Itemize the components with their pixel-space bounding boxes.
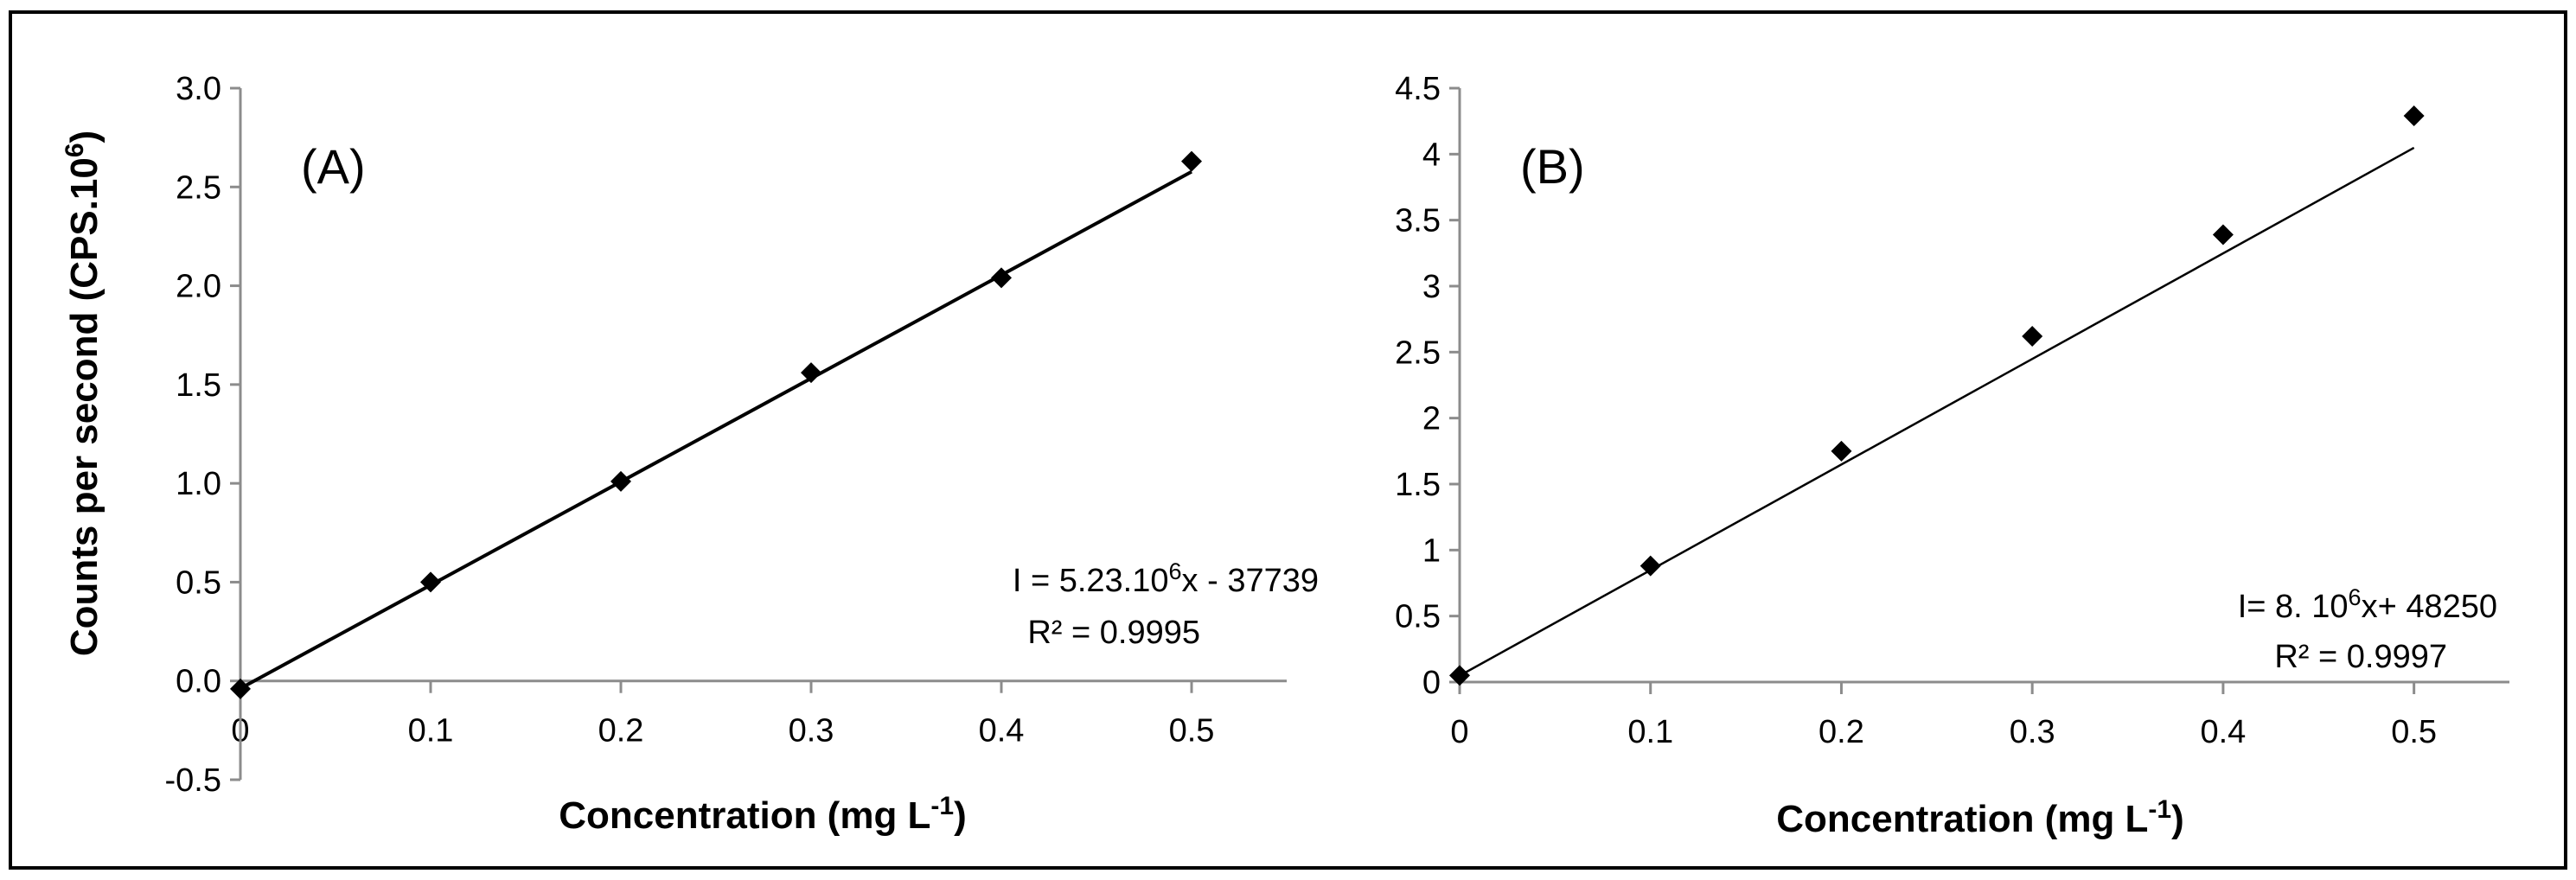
data-point [230, 678, 251, 699]
trendline-line [240, 169, 1192, 691]
y-tick-label: 2.0 [176, 269, 221, 305]
data-point [2212, 224, 2234, 246]
axes [239, 88, 1287, 780]
chart-panel-b: 0 0.5 1 1.5 2 2.5 3 3.5 4 4.5 0 0.1 0.2 0.3 0.4 0.5 (B… [1395, 71, 2509, 840]
y-tick-label: 1 [1422, 532, 1441, 569]
chart-panel-a: -0.50.00.51.01.52.02.53.0 00.10.20.30.40… [61, 71, 1319, 837]
x-tick-label: 0.4 [979, 713, 1025, 749]
y-tick-label: 0.5 [1395, 599, 1441, 635]
trendline-equation: I= 8. 106x+ 48250 [2238, 584, 2497, 625]
panel-label: (B) [1520, 139, 1585, 194]
y-tick-label: 0 [1422, 665, 1441, 701]
x-axis-title: Concentration (mg L-1) [559, 792, 967, 837]
y-tick-label: 0.0 [176, 664, 221, 700]
y-tick-label: 2 [1422, 401, 1441, 437]
y-tick-label: 4 [1422, 137, 1441, 173]
x-tick-labels: 0 0.1 0.2 0.3 0.4 0.5 [1450, 682, 2437, 750]
y-tick-label: 2.5 [176, 169, 221, 206]
y-tick-label: 1.5 [176, 367, 221, 404]
x-tick-label: 0.4 [2200, 714, 2246, 750]
axes [1458, 88, 2509, 684]
y-tick-labels: 0 0.5 1 1.5 2 2.5 3 3.5 4 4.5 [1395, 71, 1460, 701]
x-tick-label: 0 [1450, 714, 1468, 750]
trendline [1459, 146, 2415, 677]
x-tick-label: 0.3 [2010, 714, 2055, 750]
data-point [610, 470, 631, 492]
data-point [1181, 150, 1202, 172]
figure-border [9, 10, 2567, 870]
data-point [2022, 326, 2043, 348]
x-tick-label: 0.1 [1627, 714, 1673, 750]
y-axis-title: Counts per second (CPS.106) [61, 131, 105, 656]
trendline [240, 169, 1192, 691]
x-tick-label: 0.5 [2391, 714, 2437, 750]
data-point [801, 362, 821, 384]
data-point [1831, 440, 1852, 462]
data-points [1449, 105, 2425, 686]
x-tick-label: 0.1 [408, 713, 454, 749]
data-point [991, 267, 1012, 289]
data-point [420, 571, 441, 593]
trendline-line [1459, 146, 2415, 677]
y-tick-label: 3.0 [176, 71, 221, 107]
data-point [1449, 665, 1470, 686]
trendline-equation: I = 5.23.106x - 37739 [1013, 558, 1319, 599]
panel-label: (A) [301, 139, 366, 194]
x-tick-label: 0.2 [1819, 714, 1864, 750]
y-tick-label: 2.5 [1395, 335, 1441, 371]
x-tick-labels: 00.10.20.30.40.5 [231, 680, 1215, 749]
y-tick-label: 3 [1422, 269, 1441, 305]
y-tick-label: 1.0 [176, 466, 221, 502]
y-tick-label: 0.5 [176, 564, 221, 601]
x-axis-title: Concentration (mg L-1) [1776, 795, 2184, 840]
y-tick-label: 4.5 [1395, 71, 1441, 107]
x-tick-label: 0.5 [1169, 713, 1215, 749]
y-tick-label: 3.5 [1395, 203, 1441, 239]
data-points [230, 150, 1202, 699]
r-squared-label: R² = 0.9995 [1027, 615, 1200, 651]
y-tick-label: -0.5 [165, 762, 221, 799]
x-tick-label: 0.3 [789, 713, 834, 749]
x-tick-label: 0.2 [598, 713, 644, 749]
data-point [1640, 555, 1661, 577]
y-tick-label: 1.5 [1395, 467, 1441, 503]
r-squared-label: R² = 0.9997 [2274, 639, 2447, 675]
y-tick-labels: -0.5 0.0 0.5 1.0 1.5 2.0 2.5 3.0 [165, 71, 240, 799]
data-point [2403, 105, 2425, 127]
